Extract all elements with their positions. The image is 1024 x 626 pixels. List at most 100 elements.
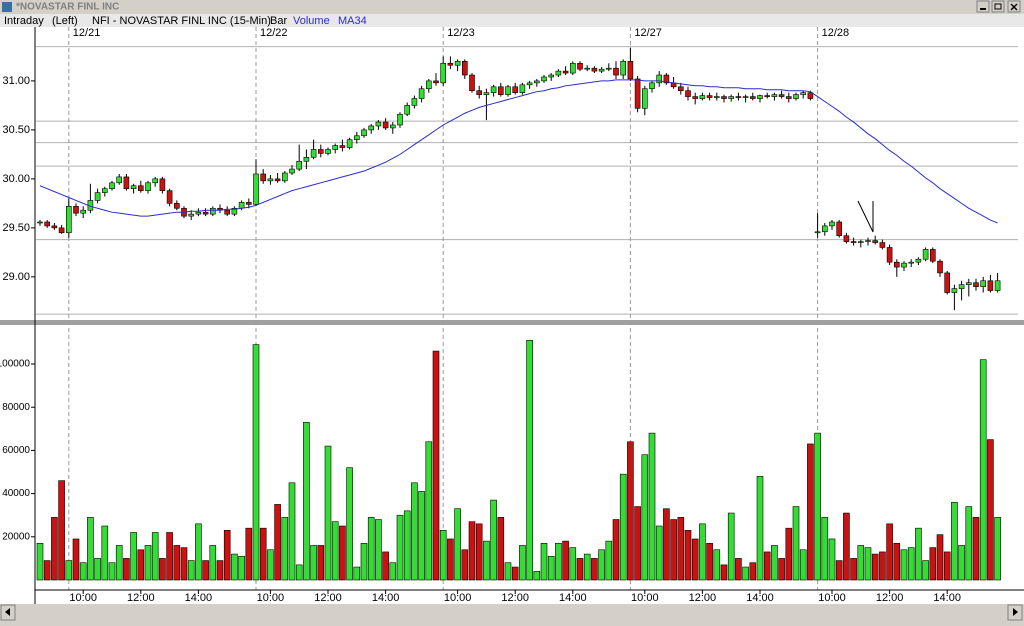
- candle-body: [605, 67, 612, 70]
- candle-body: [202, 211, 209, 215]
- date-label: 12/22: [260, 27, 288, 39]
- volume-bar: [655, 525, 663, 581]
- candle-body: [188, 213, 194, 217]
- candle-body: [375, 121, 382, 127]
- candle-body: [123, 176, 130, 189]
- candle-body: [829, 221, 835, 227]
- date-label: 12/21: [73, 27, 101, 39]
- volume-bar: [58, 480, 65, 581]
- candle-body: [764, 95, 771, 97]
- scrollbar[interactable]: [0, 604, 1024, 621]
- y-tick-label: 100000: [0, 359, 30, 370]
- volume-bar: [353, 566, 361, 581]
- volume-bar: [511, 566, 519, 581]
- candle-body: [641, 88, 648, 109]
- volume-bar: [202, 560, 209, 581]
- panel-divider[interactable]: [0, 320, 1024, 325]
- candle-body: [454, 61, 461, 66]
- window-buttons[interactable]: [976, 0, 1021, 13]
- volume-bar: [936, 534, 944, 581]
- volume-bar: [972, 517, 980, 581]
- volume-bar: [209, 545, 217, 581]
- volume-bar: [411, 482, 418, 581]
- volume-bar: [173, 545, 181, 581]
- volume-bar: [835, 560, 843, 581]
- volume-bar: [367, 517, 375, 581]
- candle-body: [512, 86, 519, 93]
- candle-body: [800, 92, 807, 95]
- volume-bar: [310, 545, 317, 581]
- volume-bar: [799, 549, 807, 581]
- candle-body: [166, 190, 173, 204]
- candle-body: [425, 80, 432, 90]
- date-label: 12/27: [634, 27, 662, 39]
- x-tick-label: 12:00: [501, 592, 529, 604]
- candle-body: [749, 96, 756, 99]
- volume-bar: [87, 517, 94, 581]
- volume-bar: [569, 547, 577, 581]
- volume-bar: [468, 521, 476, 581]
- volume-bar: [101, 525, 109, 581]
- candle-body: [440, 62, 447, 84]
- candle-body: [721, 96, 727, 99]
- minimize-button[interactable]: [976, 0, 990, 13]
- candle-body: [159, 178, 166, 191]
- volume-bar: [533, 571, 541, 581]
- candle-body: [865, 240, 871, 242]
- candle-body: [598, 68, 605, 72]
- date-label: 12/28: [822, 27, 850, 39]
- x-tick-label: 12:00: [314, 592, 342, 604]
- volume-bar: [94, 558, 101, 581]
- candle-body: [382, 121, 389, 129]
- candle-body: [987, 280, 994, 291]
- title-bar: [0, 0, 1024, 14]
- y-tick-label: 20000: [2, 531, 30, 542]
- candle-body: [152, 178, 158, 184]
- volume-bar: [317, 545, 325, 581]
- volume-bar: [65, 560, 73, 581]
- volume-bar: [123, 558, 130, 581]
- candle-body: [951, 288, 958, 293]
- candle-body: [44, 221, 51, 227]
- candle-body: [548, 74, 555, 78]
- candle-body: [634, 78, 641, 109]
- volume-bar: [864, 547, 872, 581]
- candle-body: [742, 96, 749, 98]
- volume-bar: [519, 545, 526, 581]
- candle-body: [915, 258, 922, 263]
- volume-bar: [641, 454, 649, 581]
- x-tick-label: 14:00: [746, 592, 774, 604]
- candle-body: [476, 90, 483, 95]
- candle-body: [267, 178, 274, 182]
- volume-bar: [36, 542, 44, 581]
- candle-body: [807, 92, 814, 99]
- candle-body: [850, 241, 857, 243]
- candle-body: [94, 192, 101, 201]
- volume-bar: [814, 432, 821, 581]
- y-tick-label: 29.50: [2, 222, 30, 234]
- restore-button[interactable]: [991, 0, 1005, 13]
- volume-bar: [699, 523, 706, 581]
- volume-bar: [605, 540, 613, 581]
- volume-bar: [187, 560, 195, 581]
- candle-body: [793, 94, 799, 99]
- candle-body: [685, 90, 691, 97]
- volume-bar: [389, 562, 397, 581]
- volume-bar: [763, 551, 771, 581]
- chart-header: [0, 14, 1024, 27]
- candle-body: [526, 82, 533, 86]
- candle-body: [346, 139, 353, 148]
- volume-bar: [807, 443, 814, 581]
- volume-bar: [619, 473, 627, 581]
- y-tick-label: 80000: [2, 402, 30, 413]
- candle-body: [296, 160, 303, 170]
- candle-body: [519, 84, 526, 93]
- volume-bar: [965, 506, 973, 581]
- volume-bar: [871, 553, 879, 581]
- candle-body: [706, 95, 713, 98]
- candle-body: [778, 94, 785, 97]
- volume-bar: [994, 517, 1001, 581]
- candle-body: [145, 182, 151, 191]
